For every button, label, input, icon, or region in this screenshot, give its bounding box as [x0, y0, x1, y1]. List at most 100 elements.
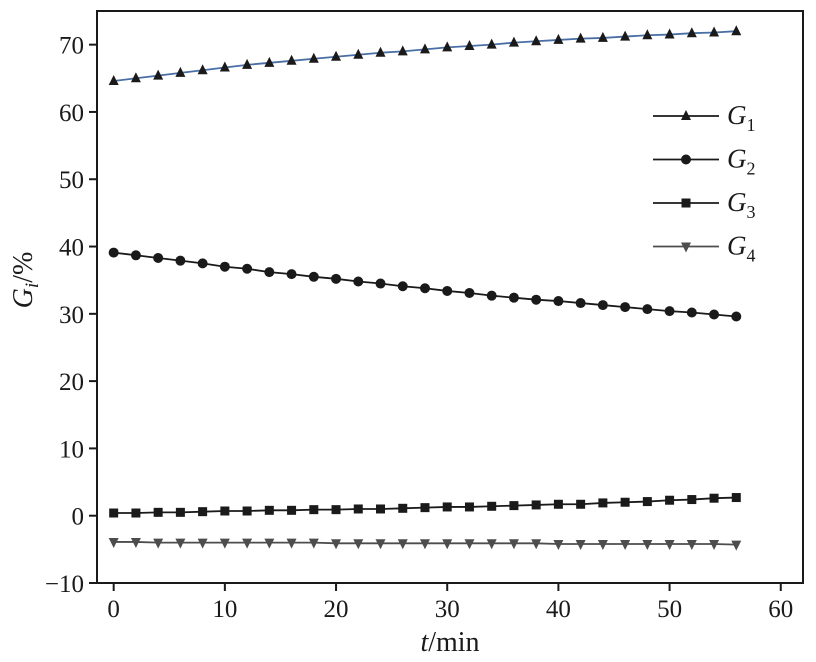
data-point	[464, 502, 474, 512]
series-G3	[109, 493, 741, 518]
y-tick-label: −10	[45, 571, 84, 598]
data-point	[308, 538, 319, 549]
data-point	[731, 25, 742, 36]
data-point	[419, 539, 430, 550]
data-point	[197, 64, 208, 75]
legend-label: G2	[727, 144, 756, 179]
y-axis-label: Gi/%	[8, 252, 43, 309]
data-point	[375, 46, 386, 57]
data-point	[509, 501, 519, 511]
plot-frame	[96, 10, 804, 584]
data-point	[175, 255, 186, 266]
data-point	[397, 45, 408, 56]
data-point	[397, 281, 408, 292]
data-point	[442, 285, 453, 296]
data-point	[486, 539, 497, 550]
y-tick-label: 30	[59, 302, 84, 329]
data-point	[331, 505, 341, 515]
data-point	[575, 32, 586, 43]
data-point	[531, 539, 542, 550]
data-point	[642, 304, 653, 315]
svg-text:Gi/%: Gi/%	[8, 252, 43, 309]
data-point	[153, 69, 164, 80]
data-point	[508, 292, 519, 303]
data-point	[109, 508, 119, 518]
legend-marker	[681, 154, 691, 165]
data-point	[286, 54, 297, 65]
data-point	[531, 500, 541, 510]
data-point	[375, 278, 386, 289]
data-point	[686, 539, 697, 550]
data-point	[664, 539, 675, 550]
data-point	[642, 29, 653, 40]
data-point	[242, 538, 253, 549]
data-point	[219, 261, 230, 272]
y-tick-label: 20	[59, 369, 84, 396]
data-point	[597, 539, 608, 550]
data-point	[553, 499, 563, 509]
data-point	[219, 538, 230, 549]
data-point	[353, 504, 363, 514]
legend-entry: G1	[653, 100, 756, 135]
legend-entry: G2	[653, 144, 756, 179]
data-point	[130, 537, 141, 548]
data-point	[598, 498, 608, 508]
data-point	[175, 507, 185, 517]
data-point	[687, 495, 697, 505]
x-tick-label: 40	[546, 596, 571, 623]
data-point	[597, 31, 608, 42]
data-point	[375, 539, 386, 550]
data-point	[508, 539, 519, 550]
data-point	[309, 505, 319, 515]
data-point	[153, 538, 164, 549]
x-tick-label: 50	[657, 596, 682, 623]
y-tick-label: 0	[72, 504, 85, 531]
data-point	[242, 58, 253, 69]
data-point	[108, 74, 119, 85]
data-point	[731, 540, 742, 551]
data-point	[464, 39, 475, 50]
data-point	[620, 539, 631, 550]
data-point	[219, 61, 230, 72]
data-point	[575, 298, 586, 309]
data-point	[531, 35, 542, 46]
series-G1	[108, 25, 742, 85]
data-point	[508, 36, 519, 47]
data-point	[487, 501, 497, 511]
x-tick-label: 10	[212, 596, 237, 623]
data-point	[331, 50, 342, 61]
data-point	[131, 508, 141, 518]
legend-label: G4	[727, 231, 756, 266]
y-tick-label: 60	[59, 100, 84, 127]
x-tick-label: 0	[107, 596, 120, 623]
data-point	[286, 538, 297, 549]
x-axis-label: t/min	[420, 627, 479, 658]
data-point	[353, 539, 364, 550]
data-point	[331, 539, 342, 550]
legend-entry: G4	[653, 231, 756, 266]
data-point	[620, 302, 631, 313]
data-point	[153, 507, 163, 517]
data-point	[442, 502, 452, 512]
series-G2	[108, 247, 742, 322]
data-point	[197, 538, 208, 549]
legend-marker	[681, 198, 691, 208]
data-point	[664, 306, 675, 317]
data-point	[686, 307, 697, 318]
data-point	[108, 247, 119, 258]
data-point	[731, 493, 741, 503]
data-point	[130, 250, 141, 261]
data-point	[709, 539, 720, 550]
data-point	[198, 507, 208, 517]
data-point	[664, 28, 675, 39]
data-point	[553, 539, 564, 550]
data-point	[486, 38, 497, 49]
data-point	[597, 300, 608, 311]
data-point	[153, 252, 164, 263]
y-tick-label: 40	[59, 235, 84, 262]
data-point	[420, 503, 430, 513]
y-tick-label: 70	[59, 33, 84, 60]
data-point	[397, 539, 408, 550]
legend-label: G1	[727, 100, 756, 135]
